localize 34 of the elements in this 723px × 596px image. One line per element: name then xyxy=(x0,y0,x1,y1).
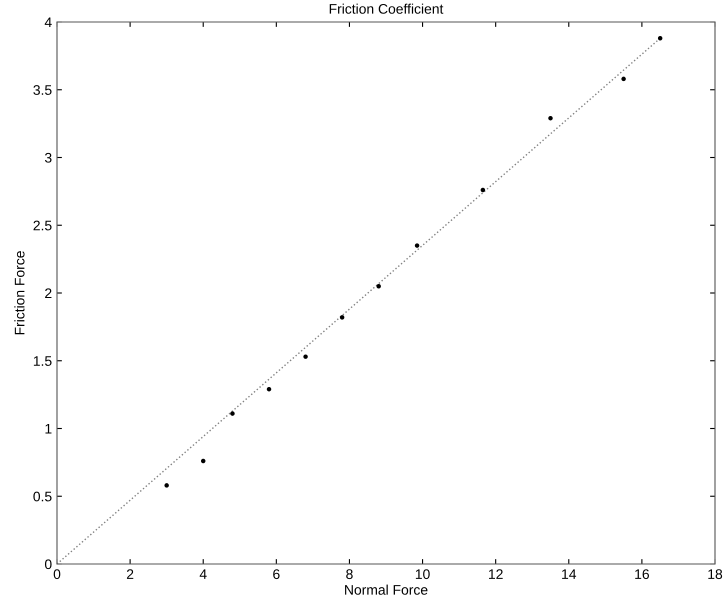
x-tick-label: 18 xyxy=(708,569,722,580)
point xyxy=(230,411,235,416)
y-tick-label: 0 xyxy=(44,559,52,570)
chart-title: Friction Coefficient xyxy=(330,4,444,14)
x-tick-label: 10 xyxy=(416,569,430,580)
point xyxy=(200,458,206,464)
x-tick-label: 16 xyxy=(635,569,650,580)
point xyxy=(376,284,381,288)
y-tick-label: 0.5 xyxy=(33,492,52,502)
point xyxy=(303,354,308,359)
y-tick-label: 1.5 xyxy=(34,356,52,366)
x-tick-label: 4 xyxy=(200,569,207,579)
point xyxy=(414,243,420,248)
point xyxy=(340,315,344,320)
y-tick-label: 1 xyxy=(45,424,52,434)
point xyxy=(548,116,553,120)
x-tick-label: 2 xyxy=(126,569,134,579)
point xyxy=(266,386,272,392)
y-tick-label: 2.5 xyxy=(34,220,52,230)
x-tick-label: 14 xyxy=(562,569,576,579)
y-tick-label: 3 xyxy=(44,152,52,163)
point xyxy=(658,36,662,41)
y-tick-label: 3.5 xyxy=(33,85,52,95)
x-tick-label: 0 xyxy=(54,569,60,580)
y-tick-label: 2 xyxy=(45,288,52,298)
y-tick-label: 4 xyxy=(44,17,52,28)
y-axis-title: Friction Force xyxy=(14,251,25,334)
point xyxy=(164,483,169,488)
x-tick-label: 6 xyxy=(273,569,280,580)
point xyxy=(621,76,626,82)
x-tick-label: 12 xyxy=(489,569,503,579)
x-tick-label: 8 xyxy=(346,569,353,580)
x-axis-title: Normal Force xyxy=(345,584,428,595)
point xyxy=(480,188,486,192)
